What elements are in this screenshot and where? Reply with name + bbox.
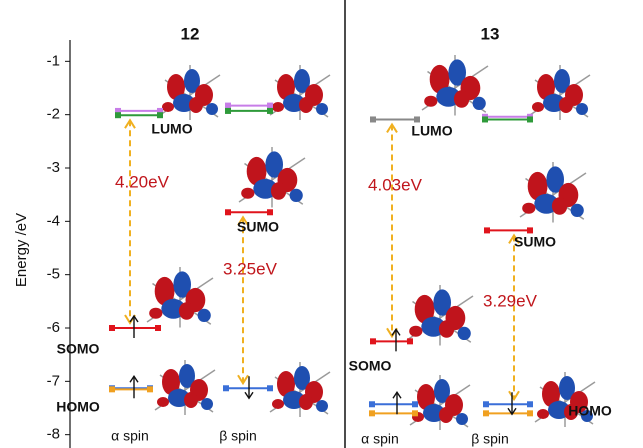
level-end	[157, 107, 163, 114]
orbital-picture	[269, 65, 331, 120]
orbital-label: SUMO	[237, 219, 279, 235]
arrow-head	[507, 407, 517, 416]
level-end	[412, 401, 418, 408]
level-end	[223, 385, 229, 392]
level-end	[225, 102, 231, 109]
y-tick-label: -5	[47, 266, 60, 283]
gap-label: 4.03eV	[368, 175, 423, 194]
level-end	[157, 112, 163, 119]
arrow-head	[508, 233, 520, 244]
orbital-picture	[421, 55, 489, 116]
arrow-head	[244, 391, 254, 400]
spin-label: β spin	[471, 431, 509, 447]
level-end	[407, 338, 413, 345]
level-end	[370, 116, 376, 123]
arrow-head	[129, 375, 139, 383]
level-end	[414, 116, 420, 123]
level-end	[483, 401, 489, 408]
orbital-picture	[519, 162, 587, 223]
arrow-head	[124, 118, 136, 129]
orbital-picture	[238, 147, 306, 208]
level-end	[147, 386, 153, 393]
level-end	[109, 325, 115, 331]
axis-label: Energy /eV	[13, 213, 30, 287]
orbital-label: SOMO	[349, 358, 392, 374]
level-end	[527, 116, 533, 123]
level-end	[115, 107, 121, 114]
level-end	[412, 410, 418, 417]
orbital-label: HOMO	[56, 399, 100, 415]
panel-title: 12	[181, 24, 200, 43]
y-tick-label: -2	[47, 106, 60, 123]
orbital-picture	[406, 285, 474, 346]
level-end	[267, 209, 273, 216]
level-end	[370, 338, 376, 345]
arrow-head	[386, 122, 398, 133]
arrow-head	[508, 390, 520, 402]
level-end	[109, 386, 115, 393]
panel-title: 13	[481, 24, 500, 43]
gap-label: 4.20eV	[115, 172, 170, 191]
orbital-picture	[146, 267, 214, 328]
y-tick-label: -7	[47, 372, 60, 389]
spin-label: β spin	[219, 428, 257, 444]
level-end	[225, 107, 231, 114]
orbital-picture	[534, 372, 596, 427]
y-tick-label: -6	[47, 319, 60, 336]
y-tick-label: -8	[47, 426, 60, 443]
arrow-head	[392, 391, 402, 399]
level-end	[267, 102, 273, 109]
level-end	[483, 410, 489, 417]
level-end	[527, 227, 533, 234]
level-end	[267, 107, 273, 114]
orbital-label: SUMO	[514, 234, 556, 250]
spin-label: α spin	[361, 431, 399, 447]
level-end	[527, 410, 533, 417]
level-end	[267, 385, 273, 392]
y-tick-label: -1	[47, 52, 60, 69]
level-end	[482, 116, 488, 123]
level-end	[369, 410, 375, 417]
level-end	[484, 227, 490, 234]
orbital-label: HOMO	[568, 403, 612, 419]
y-tick-label: -3	[47, 159, 60, 176]
orbital-picture	[269, 362, 331, 417]
orbital-picture	[409, 375, 471, 430]
arrow-head	[129, 314, 139, 323]
orbital-picture	[529, 65, 591, 120]
arrow-head	[237, 374, 249, 386]
arrow-head	[237, 215, 249, 226]
orbital-picture	[154, 360, 216, 415]
orbital-picture	[159, 65, 221, 120]
y-tick-label: -4	[47, 212, 60, 229]
arrow-head	[391, 328, 401, 336]
orbital-label: SOMO	[57, 341, 100, 357]
level-end	[155, 325, 161, 331]
orbital-label: LUMO	[411, 123, 452, 139]
spin-label: α spin	[111, 428, 149, 444]
level-end	[115, 112, 121, 119]
gap-label: 3.29eV	[483, 291, 538, 310]
level-end	[527, 401, 533, 408]
orbital-label: LUMO	[151, 121, 192, 137]
level-end	[225, 209, 231, 216]
gap-label: 3.25eV	[223, 259, 278, 278]
level-end	[369, 401, 375, 408]
